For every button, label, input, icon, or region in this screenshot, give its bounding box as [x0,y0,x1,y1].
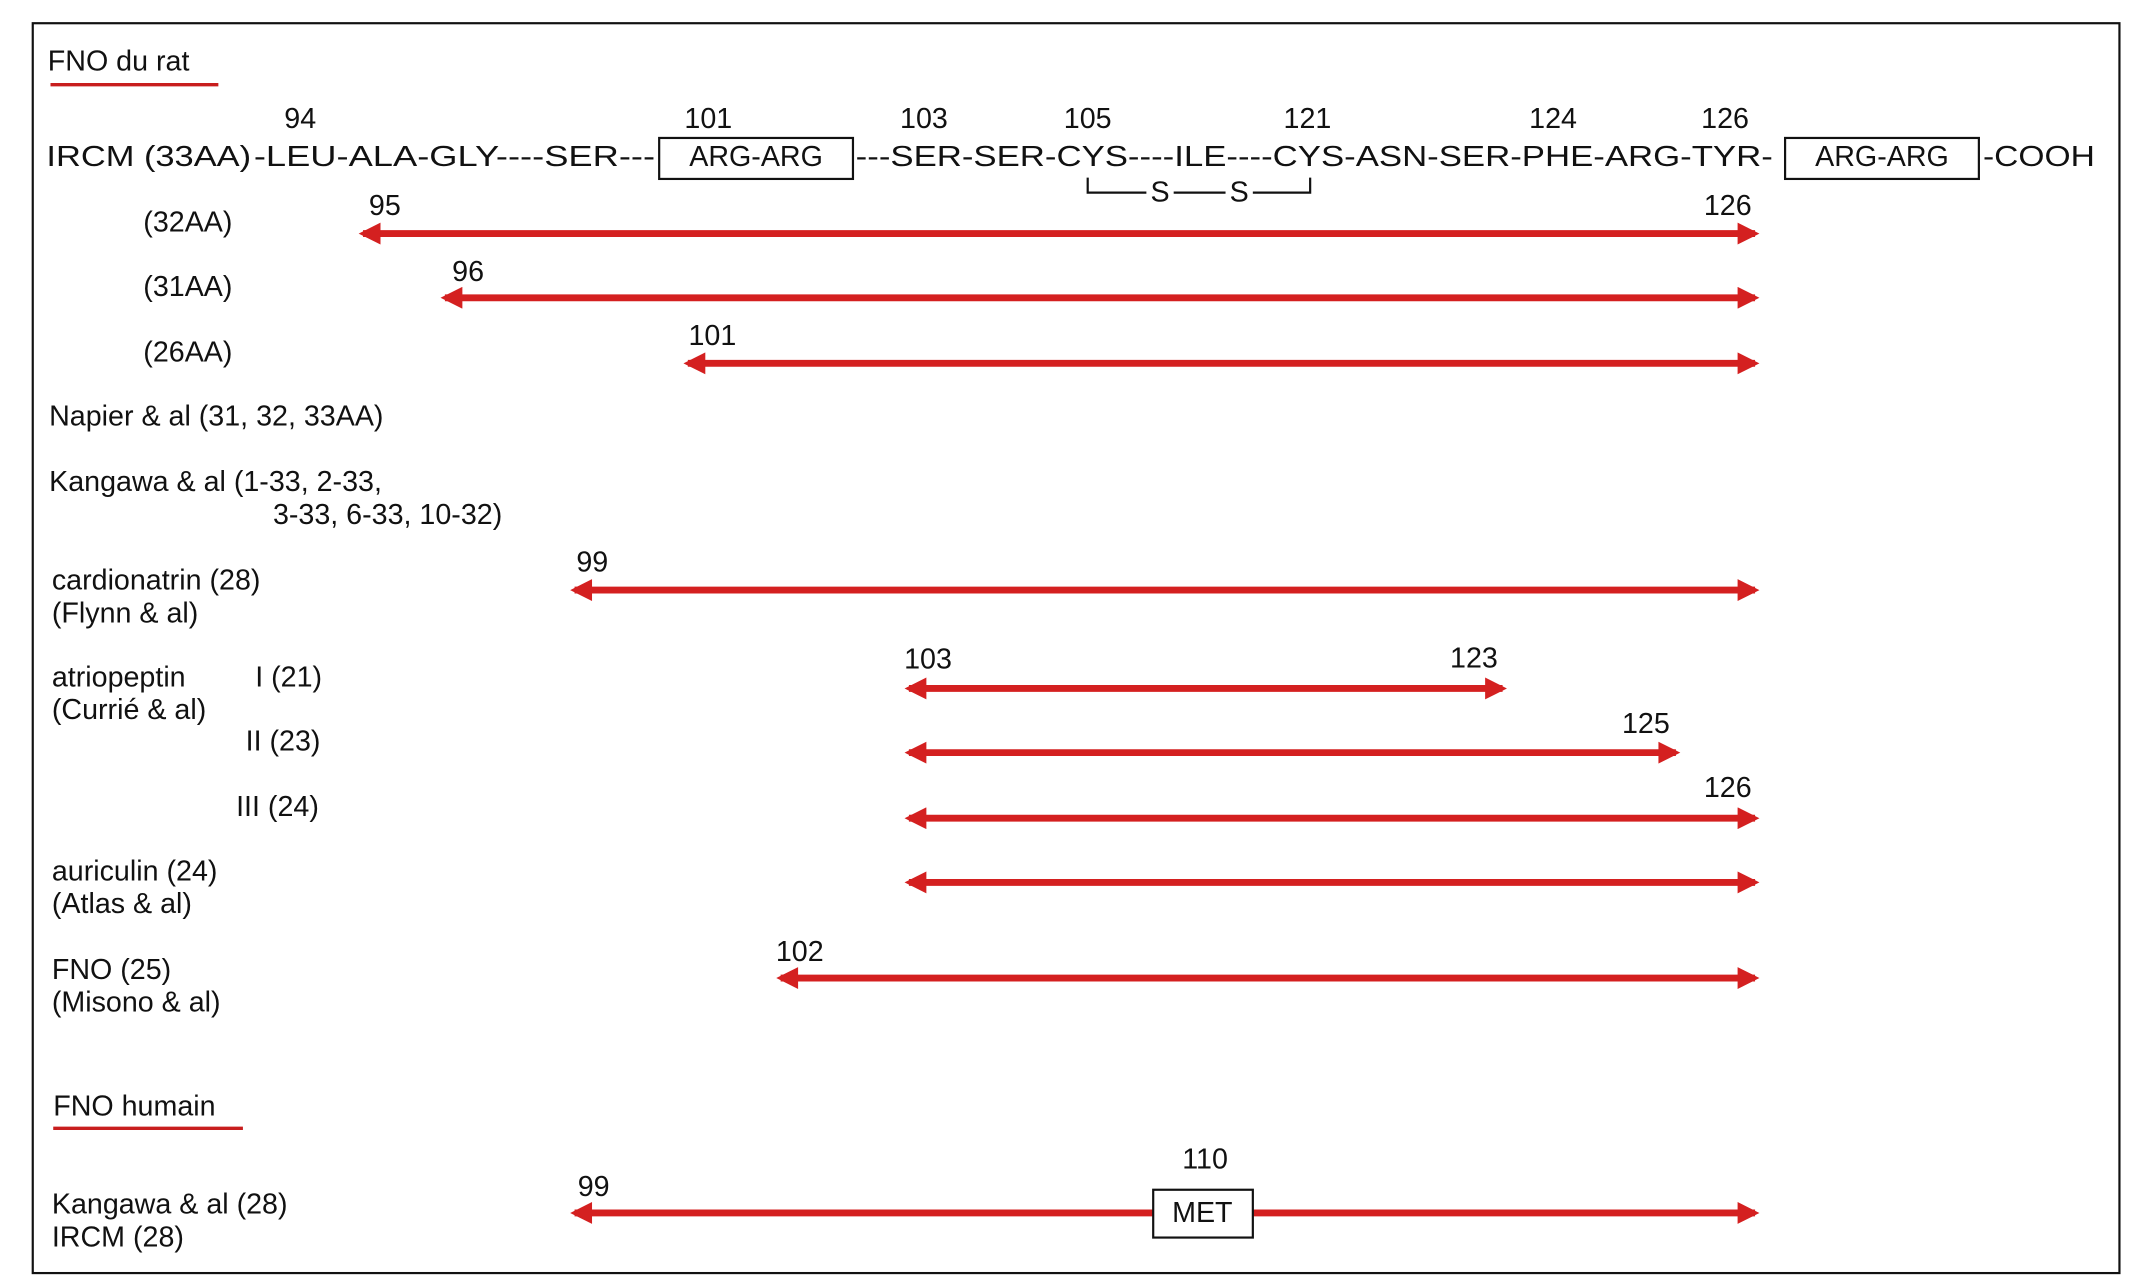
disulfide-bridge [1086,177,1312,194]
row-label: (Misono & al) [52,987,221,1019]
sequence: ---SER-SER-CYS----ILE----CYS-ASN-SER-PHE… [856,141,1773,173]
position: 94 [284,103,316,135]
sequence-label: IRCM (33AA) [46,141,251,173]
end: 126 [1704,190,1752,222]
row-label: (Currié & al) [52,694,206,726]
position: 121 [1284,103,1332,135]
position: 101 [684,103,732,135]
row-label: III (24) [236,791,319,823]
row-label: (26AA) [143,336,232,368]
bridge-atom: S [1230,177,1249,209]
row-label: Kangawa & al (1-33, 2-33, [49,466,382,498]
box [1152,1188,1254,1239]
row-label: auriculin (24) [52,855,218,887]
start: 99 [578,1171,610,1203]
sequence-box: ARG-ARG [1815,141,1949,173]
box [1783,136,1980,181]
start: 103 [904,644,952,676]
row-label: atriopeptin [52,661,186,693]
row-label: II (23) [246,726,321,758]
row-label: 3-33, 6-33, 10-32) [273,499,502,531]
start: 96 [452,256,484,288]
section-title: FNO du rat [48,45,190,77]
frame [31,22,2121,1275]
position: 110 [1182,1144,1228,1176]
start: 99 [576,547,608,579]
position: 105 [1064,103,1112,135]
start: 102 [776,936,824,968]
start: 95 [369,190,401,222]
residue-box: MET [1172,1197,1232,1229]
sequence: -LEU-ALA-GLY----SER--- [254,141,655,173]
sequence-box: ARG-ARG [689,141,823,173]
sequence: -COOH [1983,141,2095,173]
position: 103 [900,103,948,135]
end: 123 [1450,642,1498,674]
row-label: Kangawa & al (28) [52,1189,288,1221]
row-label: (Atlas & al) [52,888,192,920]
box [658,136,855,181]
bridge-atom: S [1150,177,1169,209]
row-label: (Flynn & al) [52,597,198,629]
position: 126 [1701,103,1749,135]
row-label: (32AA) [143,207,232,239]
section-title: FNO humain [53,1090,215,1122]
end: 126 [1704,772,1752,804]
row-label: (31AA) [143,271,232,303]
row-label: FNO (25) [52,954,171,986]
row-label: I (21) [255,661,322,693]
row-label: IRCM (28) [52,1221,184,1253]
row-label: cardionatrin (28) [52,564,261,596]
end: 125 [1622,708,1670,740]
position: 124 [1529,103,1577,135]
start: 101 [689,320,737,352]
row-label: Napier & al (31, 32, 33AA) [49,401,383,433]
